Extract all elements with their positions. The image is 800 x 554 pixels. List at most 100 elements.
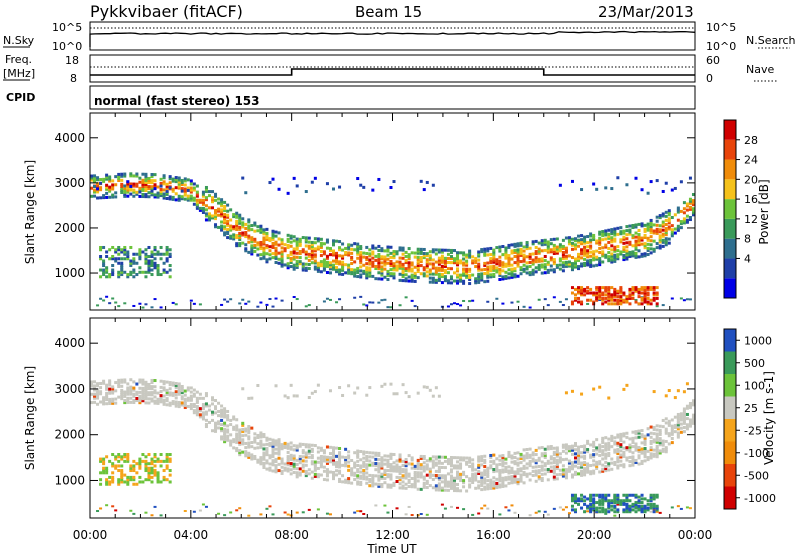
range-gate-cell: [310, 449, 314, 453]
range-gate-cell: [640, 242, 644, 246]
range-gate-cell: [628, 230, 632, 234]
range-gate-cell: [555, 460, 559, 464]
range-gate-cell: [377, 464, 381, 468]
range-gate-cell: [271, 455, 275, 459]
range-gate-cell: [634, 506, 638, 510]
range-gate-cell: [546, 242, 550, 246]
range-gate-cell: [102, 459, 106, 463]
range-gate-cell: [634, 243, 638, 247]
range-gate-cell: [325, 470, 329, 474]
colorbar-segment: [724, 441, 736, 464]
range-gate-cell: [604, 255, 608, 259]
range-gate-cell: [471, 255, 475, 259]
range-gate-cell: [319, 446, 323, 450]
range-gate-cell: [567, 445, 571, 449]
range-gate-cell: [501, 454, 505, 458]
range-gate-cell: [126, 252, 130, 256]
range-gate-cell: [368, 252, 372, 256]
range-gate-cell: [328, 249, 332, 253]
range-gate-cell: [96, 190, 100, 194]
range-gate-cell: [480, 483, 484, 487]
range-gate-cell: [492, 274, 496, 278]
range-gate-cell: [132, 512, 136, 515]
range-gate-cell: [570, 475, 574, 479]
range-gate-cell: [459, 304, 463, 307]
range-gate-cell: [159, 394, 163, 398]
range-gate-cell: [350, 247, 354, 251]
range-gate-cell: [144, 174, 148, 178]
range-gate-cell: [114, 191, 118, 195]
range-gate-cell: [359, 476, 363, 480]
colorbar-tick-label: 16: [744, 193, 758, 206]
range-gate-cell: [259, 456, 263, 460]
range-gate-cell: [513, 242, 517, 246]
range-gate-cell: [465, 460, 469, 464]
range-gate-cell: [673, 227, 677, 231]
range-gate-cell: [652, 452, 656, 456]
range-gate-cell: [383, 462, 387, 466]
range-gate-cell: [377, 257, 381, 261]
range-gate-cell: [534, 473, 538, 477]
range-gate-cell: [259, 439, 263, 443]
range-gate-cell: [144, 511, 148, 514]
range-gate-cell: [147, 261, 151, 265]
range-gate-cell: [613, 257, 617, 261]
range-gate-cell: [555, 477, 559, 481]
range-gate-cell: [477, 455, 481, 459]
range-gate-cell: [492, 258, 496, 262]
range-gate-cell: [622, 235, 626, 239]
range-gate-cell: [93, 388, 97, 392]
range-gate-cell: [259, 435, 263, 439]
range-gate-cell: [410, 261, 414, 265]
range-gate-cell: [144, 384, 148, 388]
range-gate-cell: [123, 186, 127, 190]
range-gate-cell: [604, 245, 608, 249]
range-gate-cell: [253, 454, 257, 458]
range-gate-cell: [613, 499, 617, 503]
range-gate-cell: [286, 233, 290, 237]
range-gate-cell: [628, 296, 632, 300]
range-gate-cell: [407, 253, 411, 257]
range-gate-cell: [217, 197, 221, 201]
range-gate-cell: [129, 466, 133, 470]
range-gate-cell: [325, 240, 329, 244]
range-gate-cell: [389, 268, 393, 272]
range-gate-cell: [655, 291, 659, 295]
range-gate-cell: [540, 472, 544, 476]
range-gate-cell: [177, 388, 181, 392]
range-gate-cell: [646, 433, 650, 437]
range-gate-cell: [368, 262, 372, 266]
range-gate-cell: [552, 459, 556, 463]
range-gate-cell: [607, 295, 611, 299]
range-gate-cell: [468, 255, 472, 259]
range-gate-cell: [601, 453, 605, 457]
range-gate-cell: [150, 187, 154, 191]
range-gate-cell: [477, 484, 481, 488]
range-gate-cell: [468, 479, 472, 483]
range-gate-cell: [301, 465, 305, 469]
range-gate-cell: [589, 260, 593, 264]
range-gate-cell: [304, 463, 308, 467]
range-gate-cell: [679, 416, 683, 420]
range-gate-cell: [486, 479, 490, 483]
range-gate-cell: [380, 277, 384, 281]
range-gate-cell: [150, 255, 154, 259]
range-gate-cell: [250, 457, 254, 461]
range-gate-cell: [628, 254, 632, 258]
range-gate-cell: [634, 444, 638, 448]
range-gate-cell: [413, 485, 417, 489]
range-gate-cell: [105, 250, 109, 254]
range-gate-cell: [419, 247, 423, 251]
range-gate-cell: [214, 405, 218, 409]
range-gate-cell: [217, 225, 221, 229]
range-gate-cell: [192, 302, 196, 305]
range-gate-cell: [619, 232, 623, 236]
range-gate-cell: [625, 300, 629, 304]
range-gate-cell: [634, 501, 638, 505]
range-gate-cell: [347, 384, 351, 388]
range-gate-cell: [265, 303, 269, 306]
range-gate-cell: [586, 286, 590, 290]
range-gate-cell: [319, 454, 323, 458]
range-gate-cell: [510, 466, 514, 470]
range-gate-cell: [350, 251, 354, 255]
